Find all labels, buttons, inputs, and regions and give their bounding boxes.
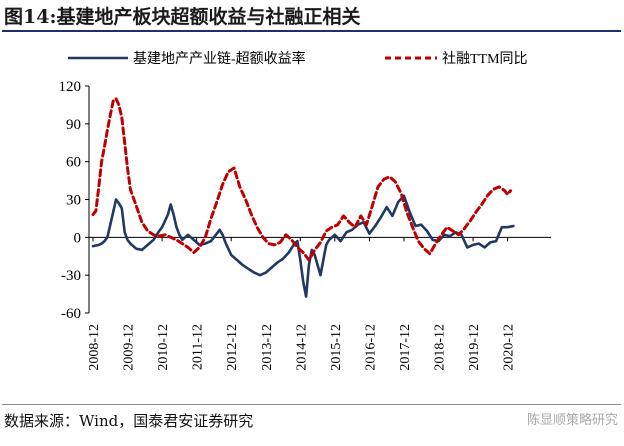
y-axis-ticks: -60 -30 0 30 60 90 120 [59,79,89,322]
x-tick-label: 2009-12 [122,324,137,371]
y-tick-label: 0 [74,230,82,246]
x-tick-label: 2015-12 [329,324,344,371]
legend-label-excess-return: 基建地产产业链-超额收益率 [133,50,306,67]
x-tick-label: 2008-12 [87,324,102,371]
legend-label-social-financing: 社融TTM同比 [442,51,528,67]
y-tick-label: 60 [66,155,81,171]
footer-divider [2,404,621,405]
source-note: 数据来源：Wind，国泰君安证券研究 [4,412,254,430]
y-tick-label: 30 [66,193,81,209]
chart-axes [88,86,551,313]
x-tick-label: 2012-12 [225,324,240,371]
series-line-excess-return [91,194,515,298]
series-line-social-financing [91,97,512,262]
watermark: 陈显顺策略研究 [526,413,618,428]
x-tick-label: 2017-12 [398,324,413,371]
x-tick-label: 2010-12 [156,324,171,371]
title-divider [2,30,621,32]
x-tick-label: 2014-12 [294,324,309,371]
y-tick-label: -30 [61,268,81,284]
y-tick-label: 120 [59,79,82,95]
x-tick-label: 2018-12 [433,324,448,371]
x-tick-label: 2013-12 [260,324,275,371]
figure-title: 图14:基建地产板块超额收益与社融正相关 [4,6,361,28]
x-tick-label: 2011-12 [191,324,206,370]
x-tick-label: 2020-12 [502,324,517,371]
y-tick-label: 90 [66,117,81,133]
y-tick-label: -60 [61,306,81,322]
x-axis-ticks: 2008-12 2009-12 2010-12 2011-12 2012-12 2013-… [87,237,517,371]
chart-series [91,97,515,298]
x-tick-label: 2019-12 [467,324,482,371]
chart-legend: 基建地产产业链-超额收益率 社融TTM同比 [68,50,528,67]
x-tick-label: 2016-12 [363,324,378,371]
